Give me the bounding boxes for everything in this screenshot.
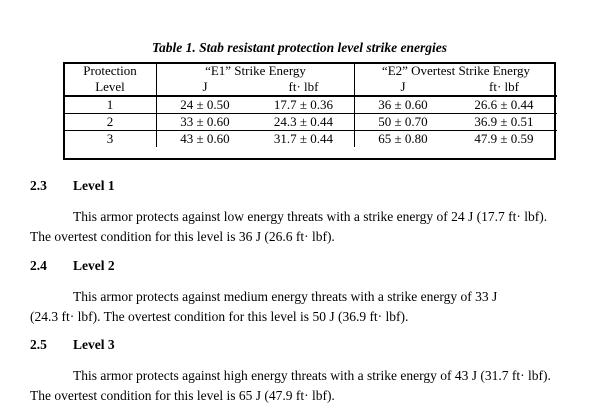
paragraph-line: This armor protects against medium energ… xyxy=(73,289,498,304)
paragraph-line: (24.3 ft· lbf). The overtest condition f… xyxy=(30,309,409,324)
section-paragraph: This armor protects against medium energ… xyxy=(30,287,590,327)
header-protection-label: Protection xyxy=(83,63,137,78)
cell-e1-j: 43 ± 0.60 xyxy=(156,130,253,147)
header-e1-unit-ftlbf: ft· lbf xyxy=(253,79,355,97)
cell-e2-j: 36 ± 0.60 xyxy=(354,95,451,114)
section-paragraph: This armor protects against low energy t… xyxy=(30,207,590,247)
cell-e1-ftlbf: 17.7 ± 0.36 xyxy=(253,95,355,114)
header-protection-level: Protection xyxy=(64,63,157,79)
section-title: Level 1 xyxy=(73,178,115,193)
cell-e2-ftlbf: 36.9 ± 0.51 xyxy=(451,113,557,131)
header-e2-unit-j: J xyxy=(354,79,451,97)
cell-level: 1 xyxy=(64,95,157,114)
cell-level: 3 xyxy=(64,130,157,147)
cell-e2-j: 50 ± 0.70 xyxy=(354,113,451,131)
header-level-label: Level xyxy=(64,79,157,97)
strike-energy-table: Protection “E1” Strike Energy “E2” Overt… xyxy=(64,63,557,147)
cell-e1-j: 33 ± 0.60 xyxy=(156,113,253,131)
section-number: 2.3 xyxy=(30,178,47,193)
header-e2: “E2” Overtest Strike Energy xyxy=(381,63,531,78)
paragraph-line: The overtest condition for this level is… xyxy=(30,229,335,244)
section-number: 2.4 xyxy=(30,258,47,273)
table-row: 3 43 ± 0.60 31.7 ± 0.44 65 ± 0.80 47.9 ±… xyxy=(64,130,557,147)
header-e1-unit-j: J xyxy=(156,79,253,97)
table-header-row: Protection “E1” Strike Energy “E2” Overt… xyxy=(64,63,557,79)
section-title: Level 3 xyxy=(73,337,115,352)
header-e2-unit-ftlbf: ft· lbf xyxy=(451,79,557,97)
section-number: 2.5 xyxy=(30,337,47,352)
section-title: Level 2 xyxy=(73,258,115,273)
table-caption: Table 1. Stab resistant protection level… xyxy=(152,40,447,55)
paragraph-line: This armor protects against low energy t… xyxy=(73,209,548,224)
table-row: 1 24 ± 0.50 17.7 ± 0.36 36 ± 0.60 26.6 ±… xyxy=(64,95,557,114)
header-e1: “E1” Strike Energy xyxy=(156,63,355,79)
cell-level: 2 xyxy=(64,113,157,131)
table-unit-row: Level J ft· lbf J ft· lbf xyxy=(64,79,557,97)
cell-e1-ftlbf: 24.3 ± 0.44 xyxy=(253,113,355,131)
paragraph-line: This armor protects against high energy … xyxy=(73,368,551,383)
cell-e1-ftlbf: 31.7 ± 0.44 xyxy=(253,130,355,147)
cell-e2-ftlbf: 47.9 ± 0.59 xyxy=(451,130,557,147)
cell-e2-ftlbf: 26.6 ± 0.44 xyxy=(451,95,557,114)
cell-e2-j: 65 ± 0.80 xyxy=(354,130,451,147)
table-row: 2 33 ± 0.60 24.3 ± 0.44 50 ± 0.70 36.9 ±… xyxy=(64,113,557,131)
paragraph-line: The overtest condition for this level is… xyxy=(30,388,335,403)
cell-e1-j: 24 ± 0.50 xyxy=(156,95,253,114)
section-paragraph: This armor protects against high energy … xyxy=(30,366,590,406)
